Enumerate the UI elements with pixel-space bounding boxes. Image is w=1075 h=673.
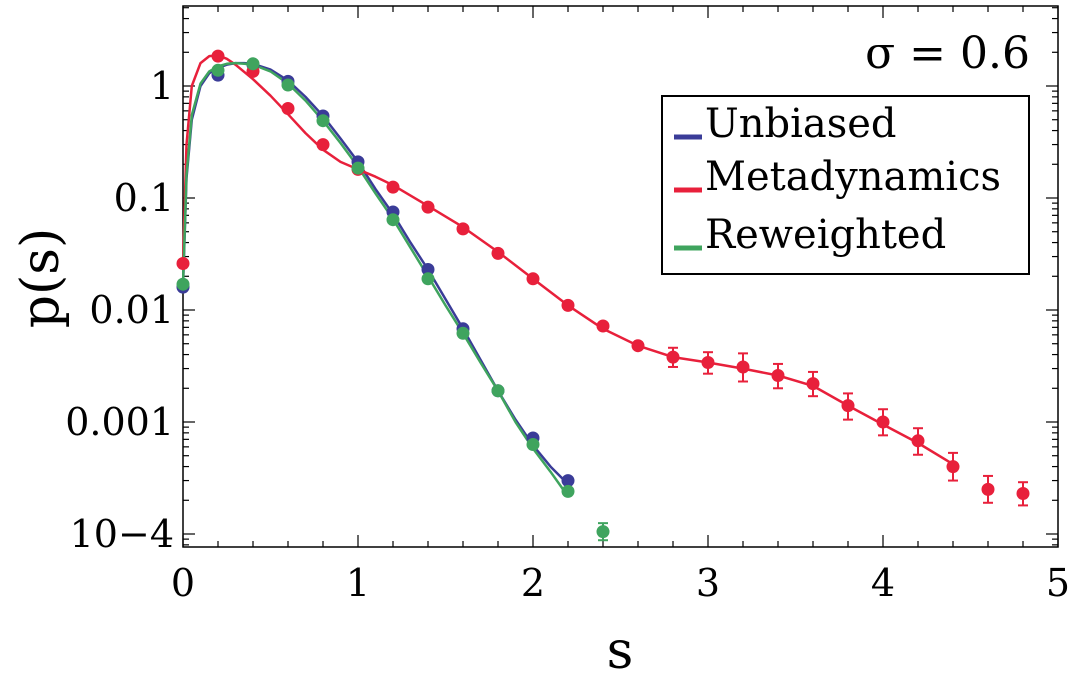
data-point-metadynamics <box>491 246 505 260</box>
data-point-unbiased <box>421 263 435 276</box>
data-point-reweighted <box>351 161 365 175</box>
data-point-unbiased <box>561 474 575 488</box>
x-tick-labels: 0 1 2 3 4 5 <box>171 561 1070 605</box>
y-tick-label: 0.001 <box>65 400 174 444</box>
data-point-metadynamics <box>841 399 855 413</box>
legend-label-reweighted: Reweighted <box>705 212 946 258</box>
data-point-metadynamics <box>421 200 435 214</box>
legend-label-metadynamics: Metadynamics <box>705 154 1001 200</box>
data-point-metadynamics <box>526 272 540 286</box>
data-point-metadynamics <box>631 339 645 353</box>
data-point-reweighted <box>386 213 400 227</box>
legend-label-unbiased: Unbiased <box>705 101 897 147</box>
data-point-metadynamics <box>981 482 995 496</box>
legend: Unbiased Metadynamics Reweighted <box>661 95 1030 275</box>
data-point-metadynamics <box>666 350 680 364</box>
data-point-reweighted <box>421 272 435 286</box>
data-point-reweighted <box>281 78 295 92</box>
data-point-metadynamics <box>316 138 330 152</box>
x-tick-label: 4 <box>871 561 895 605</box>
data-point-metadynamics <box>281 102 295 115</box>
data-point-reweighted <box>211 63 225 77</box>
x-tick-label: 2 <box>521 561 545 605</box>
data-point-metadynamics <box>736 360 750 374</box>
data-point-metadynamics <box>771 369 785 382</box>
data-point-reweighted <box>246 57 260 71</box>
series-points <box>176 49 1030 539</box>
data-point-metadynamics <box>561 298 575 312</box>
y-tick-labels: 1 0.1 0.01 0.001 10−4 <box>65 64 174 556</box>
data-point-reweighted <box>526 438 540 451</box>
axis-ticks <box>182 6 1059 547</box>
data-point-reweighted <box>491 384 505 398</box>
x-tick-label: 3 <box>696 561 720 605</box>
plot-frame <box>182 5 1059 548</box>
legend-box <box>661 95 1030 275</box>
data-point-reweighted <box>596 525 610 539</box>
y-tick-label: 0.1 <box>114 176 174 220</box>
data-point-metadynamics <box>596 319 610 333</box>
data-point-metadynamics <box>456 222 470 236</box>
x-tick-label: 0 <box>171 561 195 605</box>
data-point-metadynamics <box>386 180 400 194</box>
series-line-reweighted <box>181 61 566 493</box>
sigma-annotation: σ = 0.6 <box>865 28 1030 79</box>
data-point-metadynamics <box>211 49 225 63</box>
y-tick-label: 1 <box>150 64 174 108</box>
data-point-reweighted <box>176 277 190 291</box>
y-axis-title: p(s) <box>11 228 71 329</box>
data-point-metadynamics <box>911 434 925 448</box>
data-point-metadynamics <box>701 356 715 369</box>
data-point-metadynamics <box>1016 487 1030 500</box>
series-error-bars <box>598 346 1028 542</box>
x-tick-label: 5 <box>1046 561 1070 605</box>
x-axis-title: s <box>607 621 634 673</box>
x-tick-label: 1 <box>346 561 370 605</box>
y-tick-label: 0.01 <box>89 288 174 332</box>
data-point-reweighted <box>316 114 330 128</box>
data-point-metadynamics <box>946 460 960 474</box>
data-point-metadynamics <box>176 257 190 270</box>
data-point-reweighted <box>456 326 470 340</box>
y-tick-label: 10−4 <box>70 512 174 556</box>
data-point-reweighted <box>561 484 575 498</box>
data-point-metadynamics <box>876 415 890 429</box>
series-line-unbiased <box>181 61 566 482</box>
data-point-metadynamics <box>806 377 820 391</box>
